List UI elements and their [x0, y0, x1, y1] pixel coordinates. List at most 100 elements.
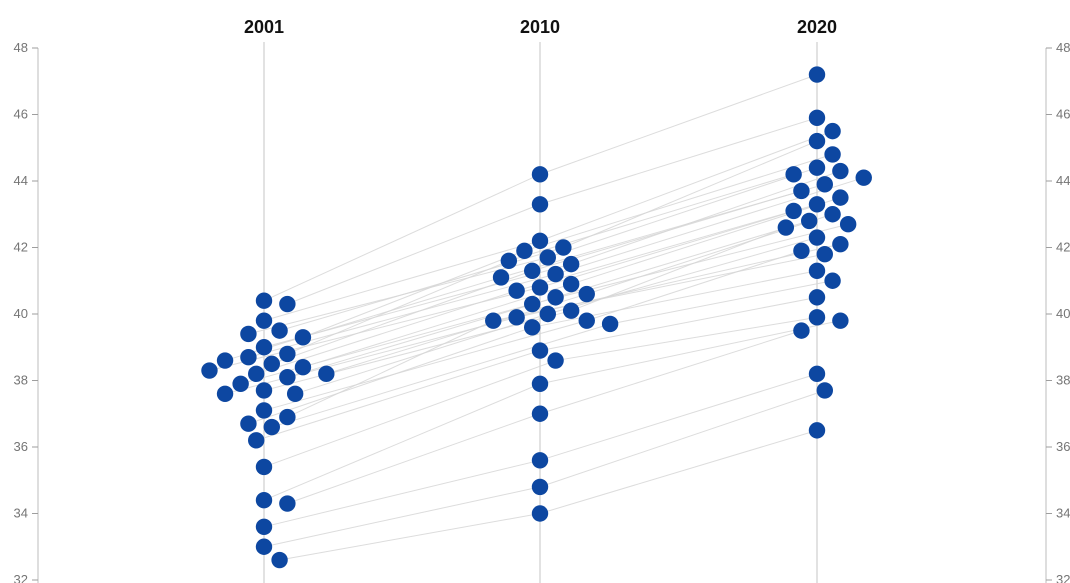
- left-tick-label: 38: [14, 373, 28, 388]
- right-tick-label: 34: [1056, 506, 1070, 521]
- data-point-2010: [524, 295, 541, 313]
- data-point-2020: [808, 365, 826, 383]
- data-point-2020: [793, 322, 810, 339]
- data-point-2010: [531, 452, 549, 469]
- data-point-2001: [201, 362, 218, 379]
- data-point-2001: [240, 325, 257, 343]
- data-point-2020: [785, 202, 802, 220]
- data-point-2020: [824, 146, 841, 163]
- data-point-2020: [824, 272, 841, 289]
- year-label-2001: 2001: [244, 17, 284, 37]
- data-point-2020: [839, 216, 857, 233]
- data-point-2020: [808, 289, 826, 306]
- data-point-2010: [539, 305, 556, 323]
- data-point-2020: [824, 206, 841, 223]
- right-tick-label: 42: [1056, 240, 1070, 255]
- data-point-2020: [808, 262, 826, 279]
- data-points: [201, 66, 872, 569]
- year-label-2020: 2020: [797, 17, 837, 37]
- data-point-2001: [255, 339, 273, 356]
- data-point-2001: [286, 385, 304, 402]
- data-point-2020: [808, 132, 826, 150]
- right-tick-label: 32: [1056, 572, 1070, 583]
- data-point-2001: [255, 312, 273, 329]
- data-point-2010: [531, 196, 549, 213]
- data-point-2010: [524, 319, 541, 336]
- data-point-2001: [279, 408, 296, 426]
- data-point-2010: [601, 315, 619, 333]
- data-point-2010: [492, 269, 510, 286]
- data-point-2020: [808, 159, 826, 176]
- data-point-2001: [279, 295, 296, 313]
- data-point-2010: [562, 275, 580, 293]
- right-tick-label: 38: [1056, 373, 1070, 388]
- data-point-2010: [547, 265, 564, 283]
- left-tick-label: 32: [14, 572, 28, 583]
- data-point-2020: [777, 219, 795, 236]
- right-tick-label: 46: [1056, 107, 1070, 122]
- year-label-2010: 2010: [520, 17, 560, 37]
- data-point-2020: [832, 162, 849, 180]
- left-tick-label: 36: [14, 439, 28, 454]
- data-point-2010: [562, 255, 580, 273]
- data-point-2010: [508, 282, 525, 299]
- data-point-2001: [279, 345, 296, 363]
- data-point-2001: [255, 292, 273, 309]
- data-point-2020: [801, 212, 818, 230]
- data-point-2001: [255, 538, 273, 555]
- data-point-2001: [248, 365, 265, 383]
- data-point-2001: [255, 382, 273, 399]
- data-point-2020: [832, 312, 849, 329]
- data-point-2010: [531, 405, 549, 422]
- data-point-2010: [531, 375, 549, 393]
- right-tick-label: 40: [1056, 306, 1070, 321]
- right-tick-label: 44: [1056, 173, 1070, 188]
- data-point-2010: [524, 262, 541, 279]
- data-point-2020: [808, 309, 826, 326]
- data-point-2010: [578, 312, 595, 329]
- data-point-2001: [279, 368, 296, 386]
- y-axis-ticks: 32 32 34 34 36 36 38 38 40 40 42 42 44 44 46 46 48 48: [14, 40, 1070, 583]
- data-point-2010: [531, 342, 549, 359]
- data-point-2001: [255, 518, 273, 535]
- data-point-2001: [255, 402, 273, 419]
- connector-line: [263, 130, 833, 322]
- data-point-2020: [824, 122, 841, 140]
- data-point-2020: [808, 422, 826, 439]
- data-point-2010: [500, 252, 518, 269]
- data-point-2001: [232, 375, 249, 393]
- data-point-2010: [531, 279, 549, 296]
- data-point-2020: [808, 229, 826, 246]
- data-point-2001: [271, 322, 288, 339]
- data-point-2010: [531, 232, 549, 250]
- data-point-2001: [255, 458, 273, 476]
- data-point-2010: [531, 505, 549, 522]
- data-point-2010: [555, 239, 572, 256]
- data-point-2020: [793, 182, 810, 200]
- data-point-2001: [294, 359, 312, 376]
- data-point-2010: [539, 249, 556, 266]
- data-point-2001: [263, 355, 280, 373]
- data-point-2020: [808, 196, 826, 213]
- data-point-2001: [248, 432, 265, 449]
- data-point-2001: [216, 352, 234, 369]
- data-point-2020: [816, 176, 833, 193]
- data-point-2001: [216, 385, 234, 402]
- left-tick-label: 40: [14, 306, 28, 321]
- data-point-2001: [271, 551, 288, 569]
- right-tick-label: 36: [1056, 439, 1070, 454]
- data-point-2010: [531, 478, 549, 496]
- connector-line: [240, 223, 849, 385]
- data-point-2001: [318, 365, 335, 383]
- left-tick-label: 44: [14, 173, 28, 188]
- right-tick-label: 48: [1056, 40, 1070, 55]
- data-point-2010: [485, 312, 502, 329]
- left-tick-label: 48: [14, 40, 28, 55]
- data-point-2010: [547, 289, 564, 306]
- data-point-2020: [832, 235, 849, 253]
- data-point-2020: [855, 169, 872, 186]
- data-point-2010: [508, 309, 525, 326]
- data-point-2020: [808, 66, 826, 83]
- data-point-2010: [531, 166, 549, 183]
